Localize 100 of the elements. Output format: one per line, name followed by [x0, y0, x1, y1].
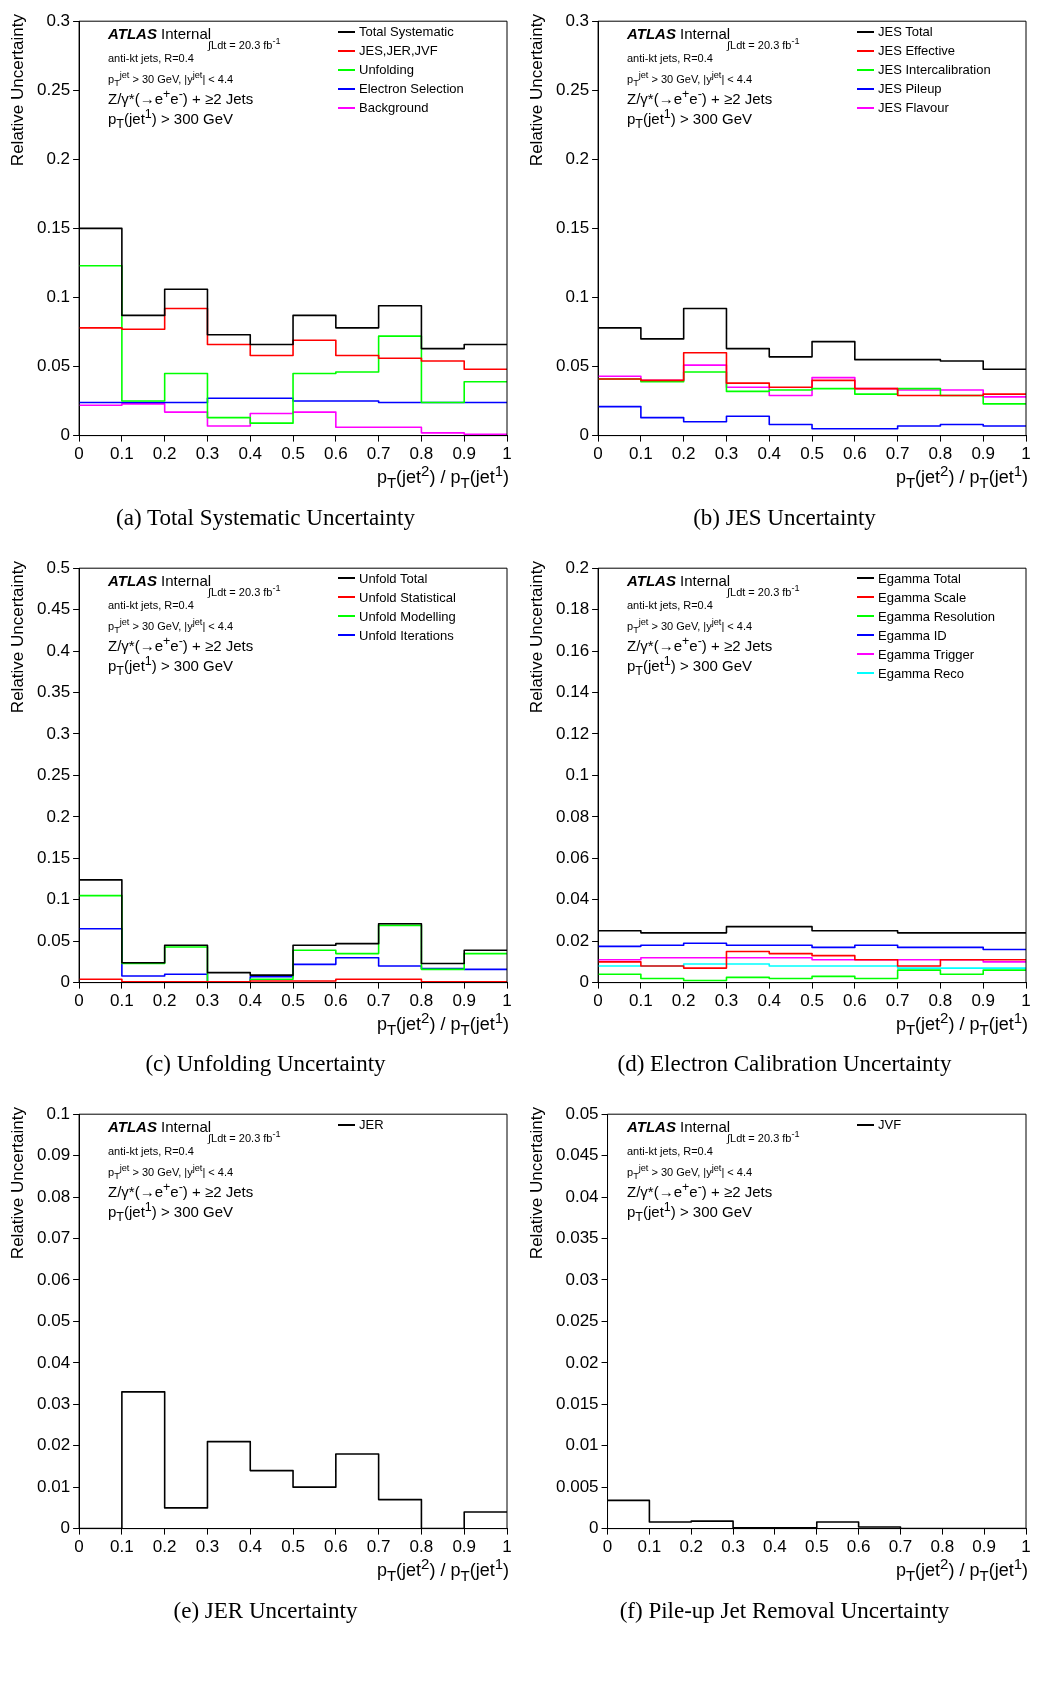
legend-label: JES Total [878, 23, 933, 41]
y-tick-label: 0.25 [36, 764, 71, 784]
legend-label: Electron Selection [359, 80, 464, 98]
x-tick-label: 0.7 [366, 991, 391, 1011]
y-tick-label: 0.02 [555, 930, 590, 950]
y-axis-title: Relative Uncertainty [8, 560, 28, 713]
y-tick-label: 0 [589, 1518, 599, 1538]
y-tick-label: 0.1 [565, 764, 590, 784]
y-tick-label: 0.15 [555, 218, 590, 238]
x-tick-label: 0.6 [324, 1537, 348, 1557]
annotation: p$_{T}$$^{jet}$ > 30 GeV, |y$^{jet}$| < 4.4 [108, 70, 234, 88]
y-tick-label: 0.1 [565, 287, 590, 307]
x-tick-label: 0.3 [195, 444, 220, 464]
y-axis-title: Relative Uncertainty [527, 560, 547, 713]
legend-label: Egamma Resolution [878, 607, 996, 626]
annotation: p$_{T}$$^{jet}$ > 30 GeV, |y$^{jet}$| < 4.4 [627, 616, 753, 635]
y-tick-label: 0.04 [36, 1352, 71, 1372]
x-tick-label: 0.5 [804, 1537, 829, 1557]
y-tick-label: 0.05 [36, 1311, 71, 1331]
x-tick-label: 0.2 [152, 444, 177, 464]
y-tick-label: 0.25 [555, 79, 590, 99]
annotation: p$_{T}$$^{jet}$ > 30 GeV, |y$^{jet}$| < 4.4 [627, 70, 753, 88]
y-tick-label: 0.15 [36, 218, 71, 238]
y-tick-label: 0.3 [46, 723, 71, 743]
text: p$_{T}$(jet$^{2}$) / p$_{T}$(jet$^{1}$) [376, 1008, 509, 1038]
annotation: anti-kt jets, R=0.4 [627, 1145, 713, 1158]
x-tick-label: 0.6 [843, 991, 867, 1011]
y-tick-label: 0.1 [46, 287, 71, 307]
annotation: Z/γ*(→e$^{+}$e$^{-}$) + ≥2 Jets [108, 1180, 254, 1201]
y-tick-label: 0.015 [555, 1394, 599, 1414]
annotation: anti-kt jets, R=0.4 [627, 598, 713, 611]
y-tick-label: 0.1 [46, 889, 71, 908]
x-tick-label: 0.2 [152, 1537, 177, 1557]
y-tick-label: 0.09 [36, 1145, 71, 1165]
annotation: p$_{T}$(jet$^{1}$) > 300 GeV [627, 653, 753, 679]
text: (c) Unfolding Uncertainty [144, 1051, 387, 1078]
annotation: anti-kt jets, R=0.4 [108, 598, 194, 611]
y-tick-label: 0.04 [555, 889, 590, 908]
y-tick-label: 0.08 [36, 1186, 71, 1206]
y-tick-label: 0.02 [36, 1435, 71, 1455]
x-tick-label: 0.9 [972, 1537, 996, 1557]
y-tick-label: 0.025 [555, 1311, 599, 1331]
x-tick-label: 0.6 [324, 444, 348, 464]
x-tick-label: 0.8 [409, 1537, 434, 1557]
x-tick-label: 0.3 [714, 444, 739, 464]
x-tick-label: 0.3 [195, 991, 220, 1011]
x-tick-label: 0.2 [671, 991, 696, 1011]
y-tick-label: 0.08 [555, 806, 590, 826]
y-tick-label: 0.2 [46, 806, 71, 826]
x-tick-label: 0.5 [281, 1537, 305, 1557]
text: p$_{T}$(jet$^{2}$) / p$_{T}$(jet$^{1}$) [376, 1555, 509, 1584]
y-tick-label: 0.1 [46, 1104, 71, 1124]
x-tick-label: 0.5 [800, 444, 824, 464]
y-tick-label: 0 [579, 971, 590, 991]
legend-label: Egamma ID [878, 626, 947, 645]
y-axis-title: Relative Uncertainty [527, 1107, 547, 1260]
x-tick-label: 0.4 [757, 444, 782, 464]
x-tick-label: 0.1 [629, 991, 653, 1011]
legend-label: JES,JER,JVF [359, 42, 438, 60]
y-tick-label: 0.06 [555, 847, 590, 867]
legend-label: Egamma Scale [878, 588, 967, 607]
x-tick-label: 0.7 [888, 1537, 913, 1557]
text: (b) JES Uncertainty [692, 504, 877, 531]
legend-label: Unfolding [359, 61, 414, 79]
annotation: Z/γ*(→e$^{+}$e$^{-}$) + ≥2 Jets [627, 633, 773, 655]
x-tick-label: 0.7 [885, 991, 910, 1011]
x-tick-label: 0.8 [928, 991, 953, 1011]
y-tick-label: 0.4 [46, 640, 71, 660]
y-tick-label: 0.2 [565, 149, 590, 169]
x-tick-label: 0 [74, 444, 84, 464]
annotation: Z/γ*(→e$^{+}$e$^{-}$) + ≥2 Jets [627, 87, 773, 108]
y-tick-label: 0.12 [555, 723, 590, 743]
x-tick-label: 0.7 [885, 444, 910, 464]
legend-label: JES Flavour [878, 99, 949, 117]
legend-label: JER [359, 1116, 384, 1135]
x-tick-label: 1 [1021, 1537, 1031, 1557]
y-tick-label: 0.14 [555, 681, 590, 701]
text: p$_{T}$(jet$^{2}$) / p$_{T}$(jet$^{1}$) [895, 462, 1028, 491]
annotation: anti-kt jets, R=0.4 [108, 1145, 194, 1158]
annotation: Z/γ*(→e$^{+}$e$^{-}$) + ≥2 Jets [627, 1180, 773, 1201]
legend-label: Unfold Iterations [359, 626, 454, 645]
x-tick-label: 0.6 [843, 444, 867, 464]
y-tick-label: 0.35 [36, 681, 71, 701]
x-tick-label: 0.7 [366, 1537, 391, 1557]
text: p$_{T}$(jet$^{2}$) / p$_{T}$(jet$^{1}$) [895, 1555, 1028, 1584]
y-tick-label: 0.05 [36, 356, 71, 376]
x-tick-label: 0.1 [110, 444, 134, 464]
text: (d) Electron Calibration Uncertainty [616, 1051, 953, 1078]
annotation: p$_{T}$(jet$^{1}$) > 300 GeV [108, 653, 234, 679]
legend-label: Background [359, 99, 429, 117]
x-tick-label: 0.4 [238, 991, 263, 1011]
legend-label: Egamma Total [878, 569, 961, 588]
y-tick-label: 0.01 [36, 1477, 71, 1497]
legend-label: Unfold Total [359, 569, 428, 588]
x-tick-label: 0.5 [281, 444, 305, 464]
y-tick-label: 0.045 [555, 1145, 599, 1165]
annotation: Z/γ*(→e$^{+}$e$^{-}$) + ≥2 Jets [108, 633, 254, 655]
x-tick-label: 0.2 [671, 444, 696, 464]
x-tick-label: 0.9 [971, 991, 996, 1011]
y-axis-title: Relative Uncertainty [8, 14, 28, 167]
